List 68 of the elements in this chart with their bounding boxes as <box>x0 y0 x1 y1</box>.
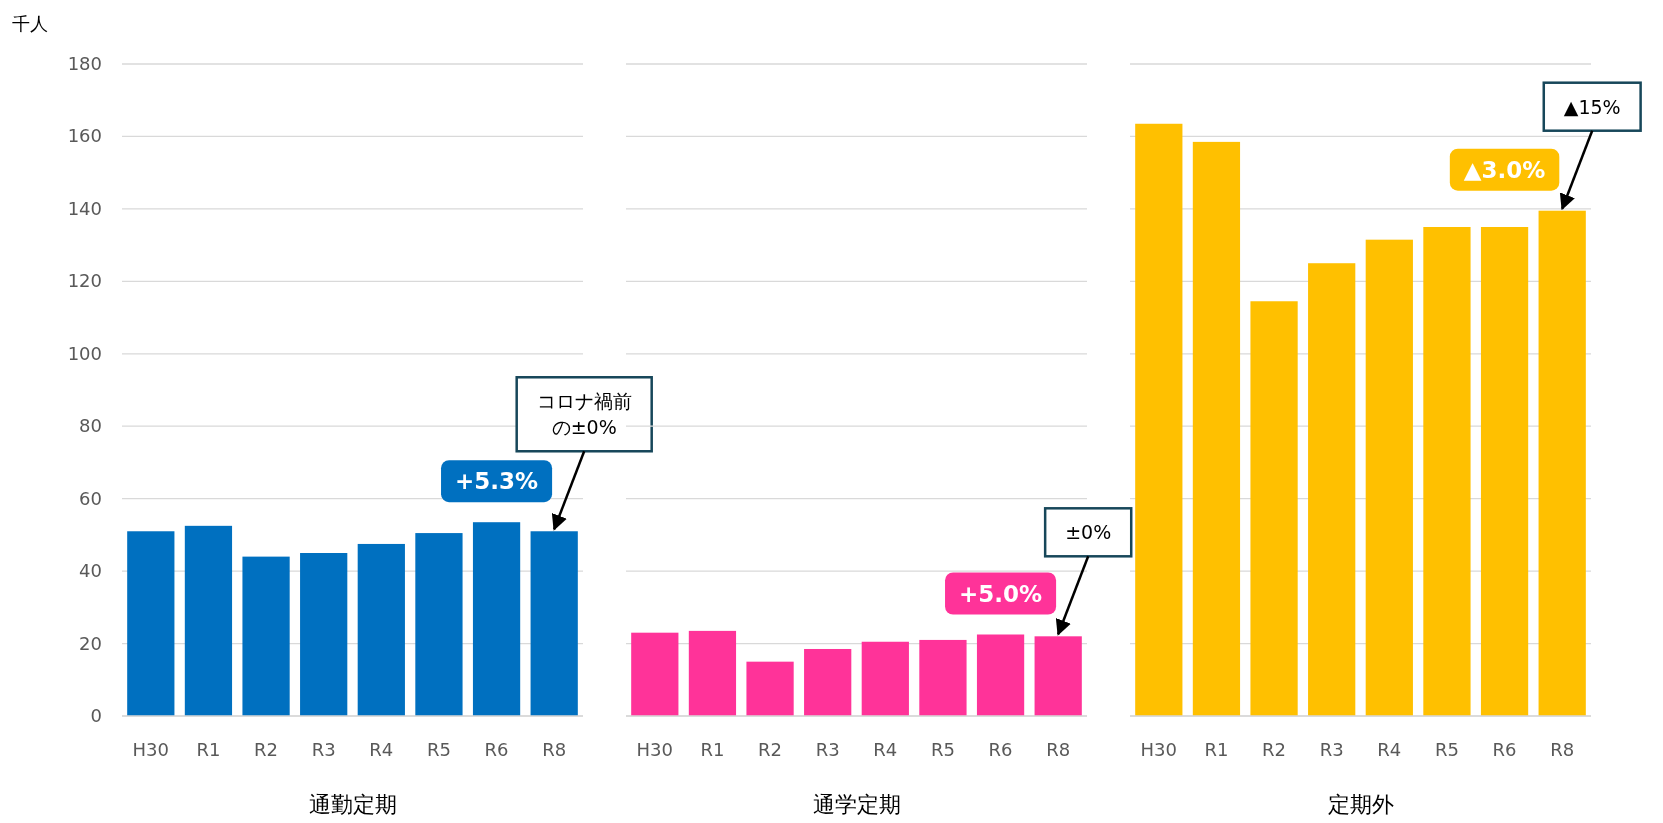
annotation: +5.3% <box>455 468 539 495</box>
y-tick-label: 180 <box>67 53 102 74</box>
bar <box>300 553 348 716</box>
x-tick-label: R1 <box>700 739 725 760</box>
x-tick-label: R3 <box>311 739 336 760</box>
x-tick-label: R5 <box>1434 739 1459 760</box>
x-tick-label: R4 <box>369 739 394 760</box>
x-tick-label: R6 <box>988 739 1013 760</box>
bar <box>1034 636 1082 716</box>
bar <box>919 639 967 716</box>
x-tick-label: R2 <box>1262 739 1287 760</box>
bar <box>1135 123 1183 716</box>
x-tick-label: H30 <box>1140 739 1178 760</box>
x-tick-label: R8 <box>1046 739 1071 760</box>
x-tick-label: R4 <box>873 739 898 760</box>
bar <box>976 634 1025 716</box>
bar <box>1365 239 1413 716</box>
y-tick-label: 140 <box>67 197 102 219</box>
bar <box>1308 263 1356 716</box>
bar <box>746 661 794 716</box>
bar <box>804 648 852 716</box>
bar <box>688 630 737 716</box>
annotation: ▲15% <box>1563 95 1621 118</box>
bar <box>1250 301 1298 716</box>
bar <box>242 556 290 716</box>
x-axis-title: 通学定期 <box>812 792 901 817</box>
x-tick-label: R3 <box>815 739 840 760</box>
x-tick-label: R1 <box>196 739 221 760</box>
bar <box>1538 210 1586 716</box>
bar <box>415 533 463 716</box>
bar <box>530 531 578 716</box>
bar <box>1480 227 1529 716</box>
y-tick-label: 60 <box>79 487 102 509</box>
y-tick-label: 120 <box>67 270 102 292</box>
x-tick-label: R6 <box>484 739 509 760</box>
bar <box>127 531 175 716</box>
x-axis-title: 定期外 <box>1327 792 1394 817</box>
x-tick-label: R2 <box>758 739 783 760</box>
y-tick-label: 80 <box>79 415 102 437</box>
bar <box>184 525 233 716</box>
y-axis-title: 千人 <box>12 13 48 34</box>
x-tick-label: H30 <box>132 739 170 760</box>
y-tick-label: 100 <box>67 342 102 364</box>
annotation: ▲3.0% <box>1463 156 1546 183</box>
bar <box>357 543 405 716</box>
bar <box>472 522 521 716</box>
bar <box>1192 141 1241 716</box>
y-tick-label: 40 <box>79 560 102 582</box>
x-tick-label: R8 <box>542 739 567 760</box>
bar <box>1423 227 1471 716</box>
annotation: ±0% <box>1065 521 1112 544</box>
x-tick-label: R5 <box>426 739 451 760</box>
x-tick-label: R4 <box>1377 739 1402 760</box>
x-axis-title: 通勤定期 <box>308 792 397 817</box>
bar <box>631 632 679 716</box>
annotation: +5.0% <box>959 580 1043 607</box>
x-tick-label: R1 <box>1204 739 1229 760</box>
x-tick-label: R8 <box>1550 739 1575 760</box>
y-tick-label: 160 <box>67 125 102 147</box>
x-tick-label: R2 <box>254 739 279 760</box>
annotation: コロナ禍前の±0% <box>536 390 632 439</box>
x-tick-label: R6 <box>1492 739 1517 760</box>
y-tick-label: 0 <box>90 705 102 726</box>
x-tick-label: H30 <box>636 739 674 760</box>
y-tick-label: 20 <box>79 632 102 654</box>
x-tick-label: R5 <box>930 739 955 760</box>
bar <box>861 641 909 716</box>
x-tick-label: R3 <box>1319 739 1344 760</box>
